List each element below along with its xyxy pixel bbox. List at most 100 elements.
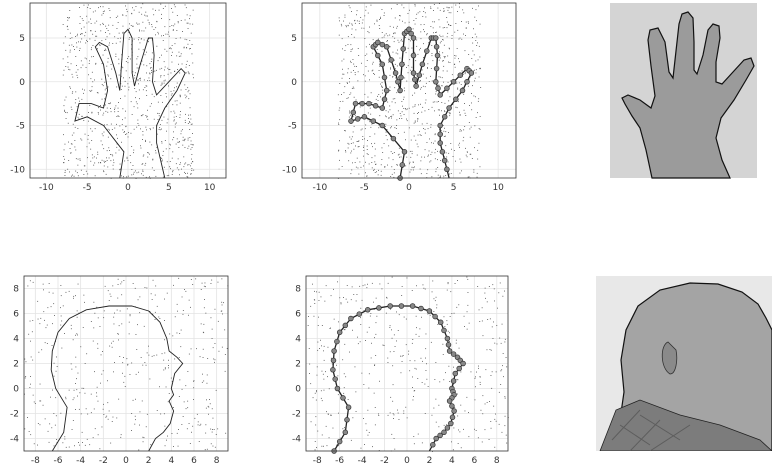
noise-point: [162, 101, 163, 103]
noise-point: [60, 315, 62, 317]
noise-point: [126, 11, 128, 13]
noise-point: [80, 67, 82, 69]
noise-point: [63, 105, 65, 107]
noise-point: [419, 11, 421, 13]
noise-point: [83, 174, 85, 175]
noise-point: [191, 44, 193, 45]
noise-point: [367, 140, 368, 141]
noise-point: [188, 118, 189, 119]
noise-point: [140, 357, 142, 358]
noise-point: [162, 8, 164, 9]
noise-point: [401, 101, 403, 102]
noise-point: [367, 154, 369, 155]
noise-point: [353, 36, 355, 38]
noise-point: [152, 313, 154, 315]
noise-point: [64, 438, 66, 440]
noise-point: [153, 118, 155, 120]
noise-point: [497, 307, 498, 309]
noise-point: [498, 292, 500, 294]
noise-point: [106, 107, 108, 109]
noise-point: [428, 150, 430, 152]
noise-point: [414, 121, 416, 123]
noise-point: [56, 356, 57, 358]
noise-point: [48, 441, 50, 443]
noise-point: [158, 113, 160, 114]
noise-point: [343, 92, 345, 94]
noise-point: [162, 176, 164, 178]
noise-point: [452, 449, 454, 451]
noise-point: [90, 148, 92, 150]
noise-point: [91, 47, 92, 49]
noise-point: [418, 104, 419, 106]
noise-point: [103, 403, 104, 405]
noise-point: [122, 31, 124, 33]
noise-point: [156, 354, 158, 356]
noise-point: [448, 7, 450, 9]
noise-point: [465, 147, 466, 149]
noise-point: [142, 139, 143, 140]
noise-point: [370, 357, 372, 359]
noise-point: [174, 43, 176, 45]
noise-point: [87, 135, 89, 136]
noise-point: [349, 112, 350, 114]
noise-point: [359, 161, 361, 163]
noise-point: [53, 362, 55, 364]
noise-point: [325, 371, 326, 373]
noise-point: [163, 166, 165, 168]
noise-point: [138, 39, 139, 41]
noise-point: [97, 347, 99, 349]
noise-point: [109, 293, 111, 295]
noise-point: [340, 302, 342, 304]
noise-point: [64, 109, 65, 111]
noise-point: [72, 123, 74, 125]
noise-point: [458, 304, 460, 306]
noise-point: [55, 415, 57, 417]
noise-point: [32, 359, 34, 361]
noise-point: [106, 415, 108, 417]
noise-point: [44, 319, 45, 321]
noise-point: [190, 48, 191, 49]
noise-point: [171, 61, 173, 63]
noise-point: [443, 424, 445, 426]
noise-point: [468, 322, 470, 324]
noise-point: [138, 371, 139, 373]
noise-point: [166, 292, 168, 294]
noise-point: [344, 16, 346, 18]
noise-point: [387, 35, 389, 37]
noise-point: [181, 424, 183, 425]
noise-point: [446, 17, 448, 18]
fit-marker: [352, 100, 359, 107]
noise-point: [369, 136, 371, 137]
noise-point: [93, 156, 95, 158]
noise-point: [351, 169, 353, 171]
noise-point: [384, 166, 386, 168]
noise-point: [364, 38, 366, 39]
noise-point: [128, 132, 129, 133]
noise-point: [321, 434, 323, 436]
noise-point: [64, 36, 66, 38]
noise-point: [389, 412, 391, 414]
noise-point: [434, 152, 436, 154]
noise-point: [374, 148, 376, 150]
noise-point: [73, 132, 75, 134]
noise-point: [394, 98, 396, 100]
noise-point: [354, 72, 356, 73]
noise-point: [349, 22, 351, 24]
noise-point: [414, 92, 416, 94]
noise-point: [447, 161, 449, 163]
noise-point: [421, 442, 423, 444]
noise-point: [492, 338, 494, 339]
noise-point: [435, 296, 437, 298]
noise-point: [361, 27, 363, 29]
noise-point: [102, 135, 104, 137]
noise-point: [371, 167, 373, 169]
fit-marker: [361, 114, 368, 120]
noise-point: [407, 72, 409, 74]
noise-point: [160, 157, 162, 159]
noise-point: [373, 301, 374, 303]
noise-point: [436, 31, 437, 33]
noise-point: [176, 15, 178, 16]
noise-point: [365, 161, 366, 163]
